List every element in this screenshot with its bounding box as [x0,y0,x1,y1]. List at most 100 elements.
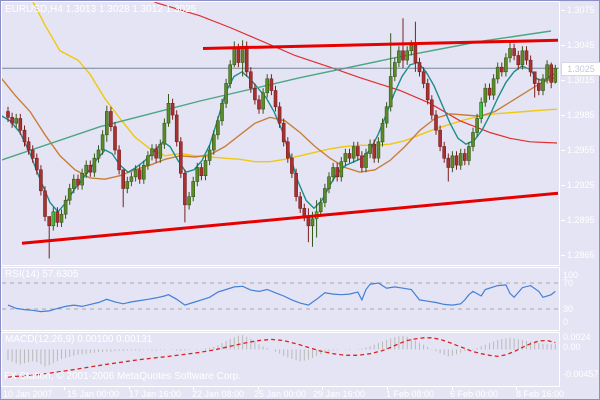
candle [133,169,138,178]
lower-channel-line [21,191,559,245]
candle [516,55,521,66]
copyright-watermark: FX Station, © 2001-2006 MetaQuotes Softw… [4,371,241,382]
candle [257,99,261,110]
candle [174,114,179,143]
candle [76,178,80,186]
candle [454,155,459,166]
candle [508,48,512,59]
candle [109,111,113,127]
rsi-indicator-label: RSI(14) 57.6305 [5,269,79,280]
candle [504,57,508,73]
price-tick-label: 1.2955 [561,145,595,155]
candle [285,141,290,159]
price-tick-label: 1.2895 [561,215,595,225]
candle [413,44,418,63]
candle [199,167,204,176]
tick-mark [561,114,565,116]
rsi-tick-label: 0 [563,317,569,327]
candle [471,132,475,147]
rsi-line [7,282,556,313]
time-tick-label: 17 Jan 16:00 [128,389,182,399]
candle [10,117,14,124]
candle [360,155,364,168]
tick-mark [561,254,565,256]
candle [18,118,23,131]
macd-tick-label: 0.0024 [563,332,591,342]
time-tick-mark [452,387,453,390]
price-tick-label: 1.3015 [561,75,595,85]
macd-indicator-chart[interactable] [2,333,559,386]
candle [495,66,500,80]
candle [331,167,335,178]
candle [429,99,434,116]
candle [355,146,360,157]
candle [154,148,158,159]
time-tick-mark [193,387,194,390]
tick-mark [561,219,565,221]
candle [450,155,455,168]
price-tick-label: 1.2865 [561,250,595,260]
rsi-panel[interactable] [1,267,560,331]
candle [397,50,401,63]
candle [47,216,52,227]
candle [434,114,438,131]
tick-mark [561,79,565,81]
candle [84,164,88,174]
time-tick-label: 8 Feb 16:00 [515,389,565,399]
candle [442,146,447,159]
candle [384,106,389,124]
tick-mark [561,149,565,151]
candle [372,143,377,159]
candle [512,48,516,56]
candle [220,103,224,122]
candle [483,87,488,103]
candle [351,146,356,159]
macd-panel[interactable] [1,332,560,387]
candle [417,62,422,73]
candle [310,218,315,227]
time-tick-label: 10 Jan 2007 [3,389,53,399]
candle [228,64,232,84]
candle [67,188,72,201]
candle [499,66,504,73]
macd-tick-label: 0.00 [563,342,581,352]
candle [80,173,84,186]
candle [290,157,294,174]
rsi-indicator-chart[interactable] [2,268,559,329]
candle [524,50,529,61]
current-price-box: 1.3025 [561,62,600,76]
candle [520,50,525,66]
candle [105,111,109,136]
candle [425,83,430,101]
candle [203,160,208,176]
ma-mid-orange [2,75,558,180]
candle [224,83,228,104]
candle [487,87,492,96]
candle [26,141,31,151]
price-tick-label: 1.3045 [561,40,595,50]
candle [438,129,442,147]
candle [195,167,200,182]
rsi-tick-label: 70 [563,278,574,288]
candle [475,118,479,133]
candle [34,157,39,171]
candle [113,126,117,151]
candle [294,173,298,197]
candle [343,153,348,162]
candle [536,83,541,91]
candle [405,50,410,61]
time-tick-label: 22 Jan 08:00 [191,389,245,399]
candle [59,213,64,223]
candle [347,153,352,159]
candle [244,45,249,73]
candle [298,196,303,209]
time-tick-label: 15 Jan 00:00 [66,389,120,399]
candlestick-chart[interactable] [2,2,559,264]
ma-slowest-red [153,2,558,144]
candle [528,59,533,73]
price-tick-label: 1.3075 [561,5,595,15]
rsi-tick-label: 30 [563,304,574,314]
candle [368,143,372,154]
candle [22,129,27,143]
price-chart-panel[interactable] [1,1,560,266]
